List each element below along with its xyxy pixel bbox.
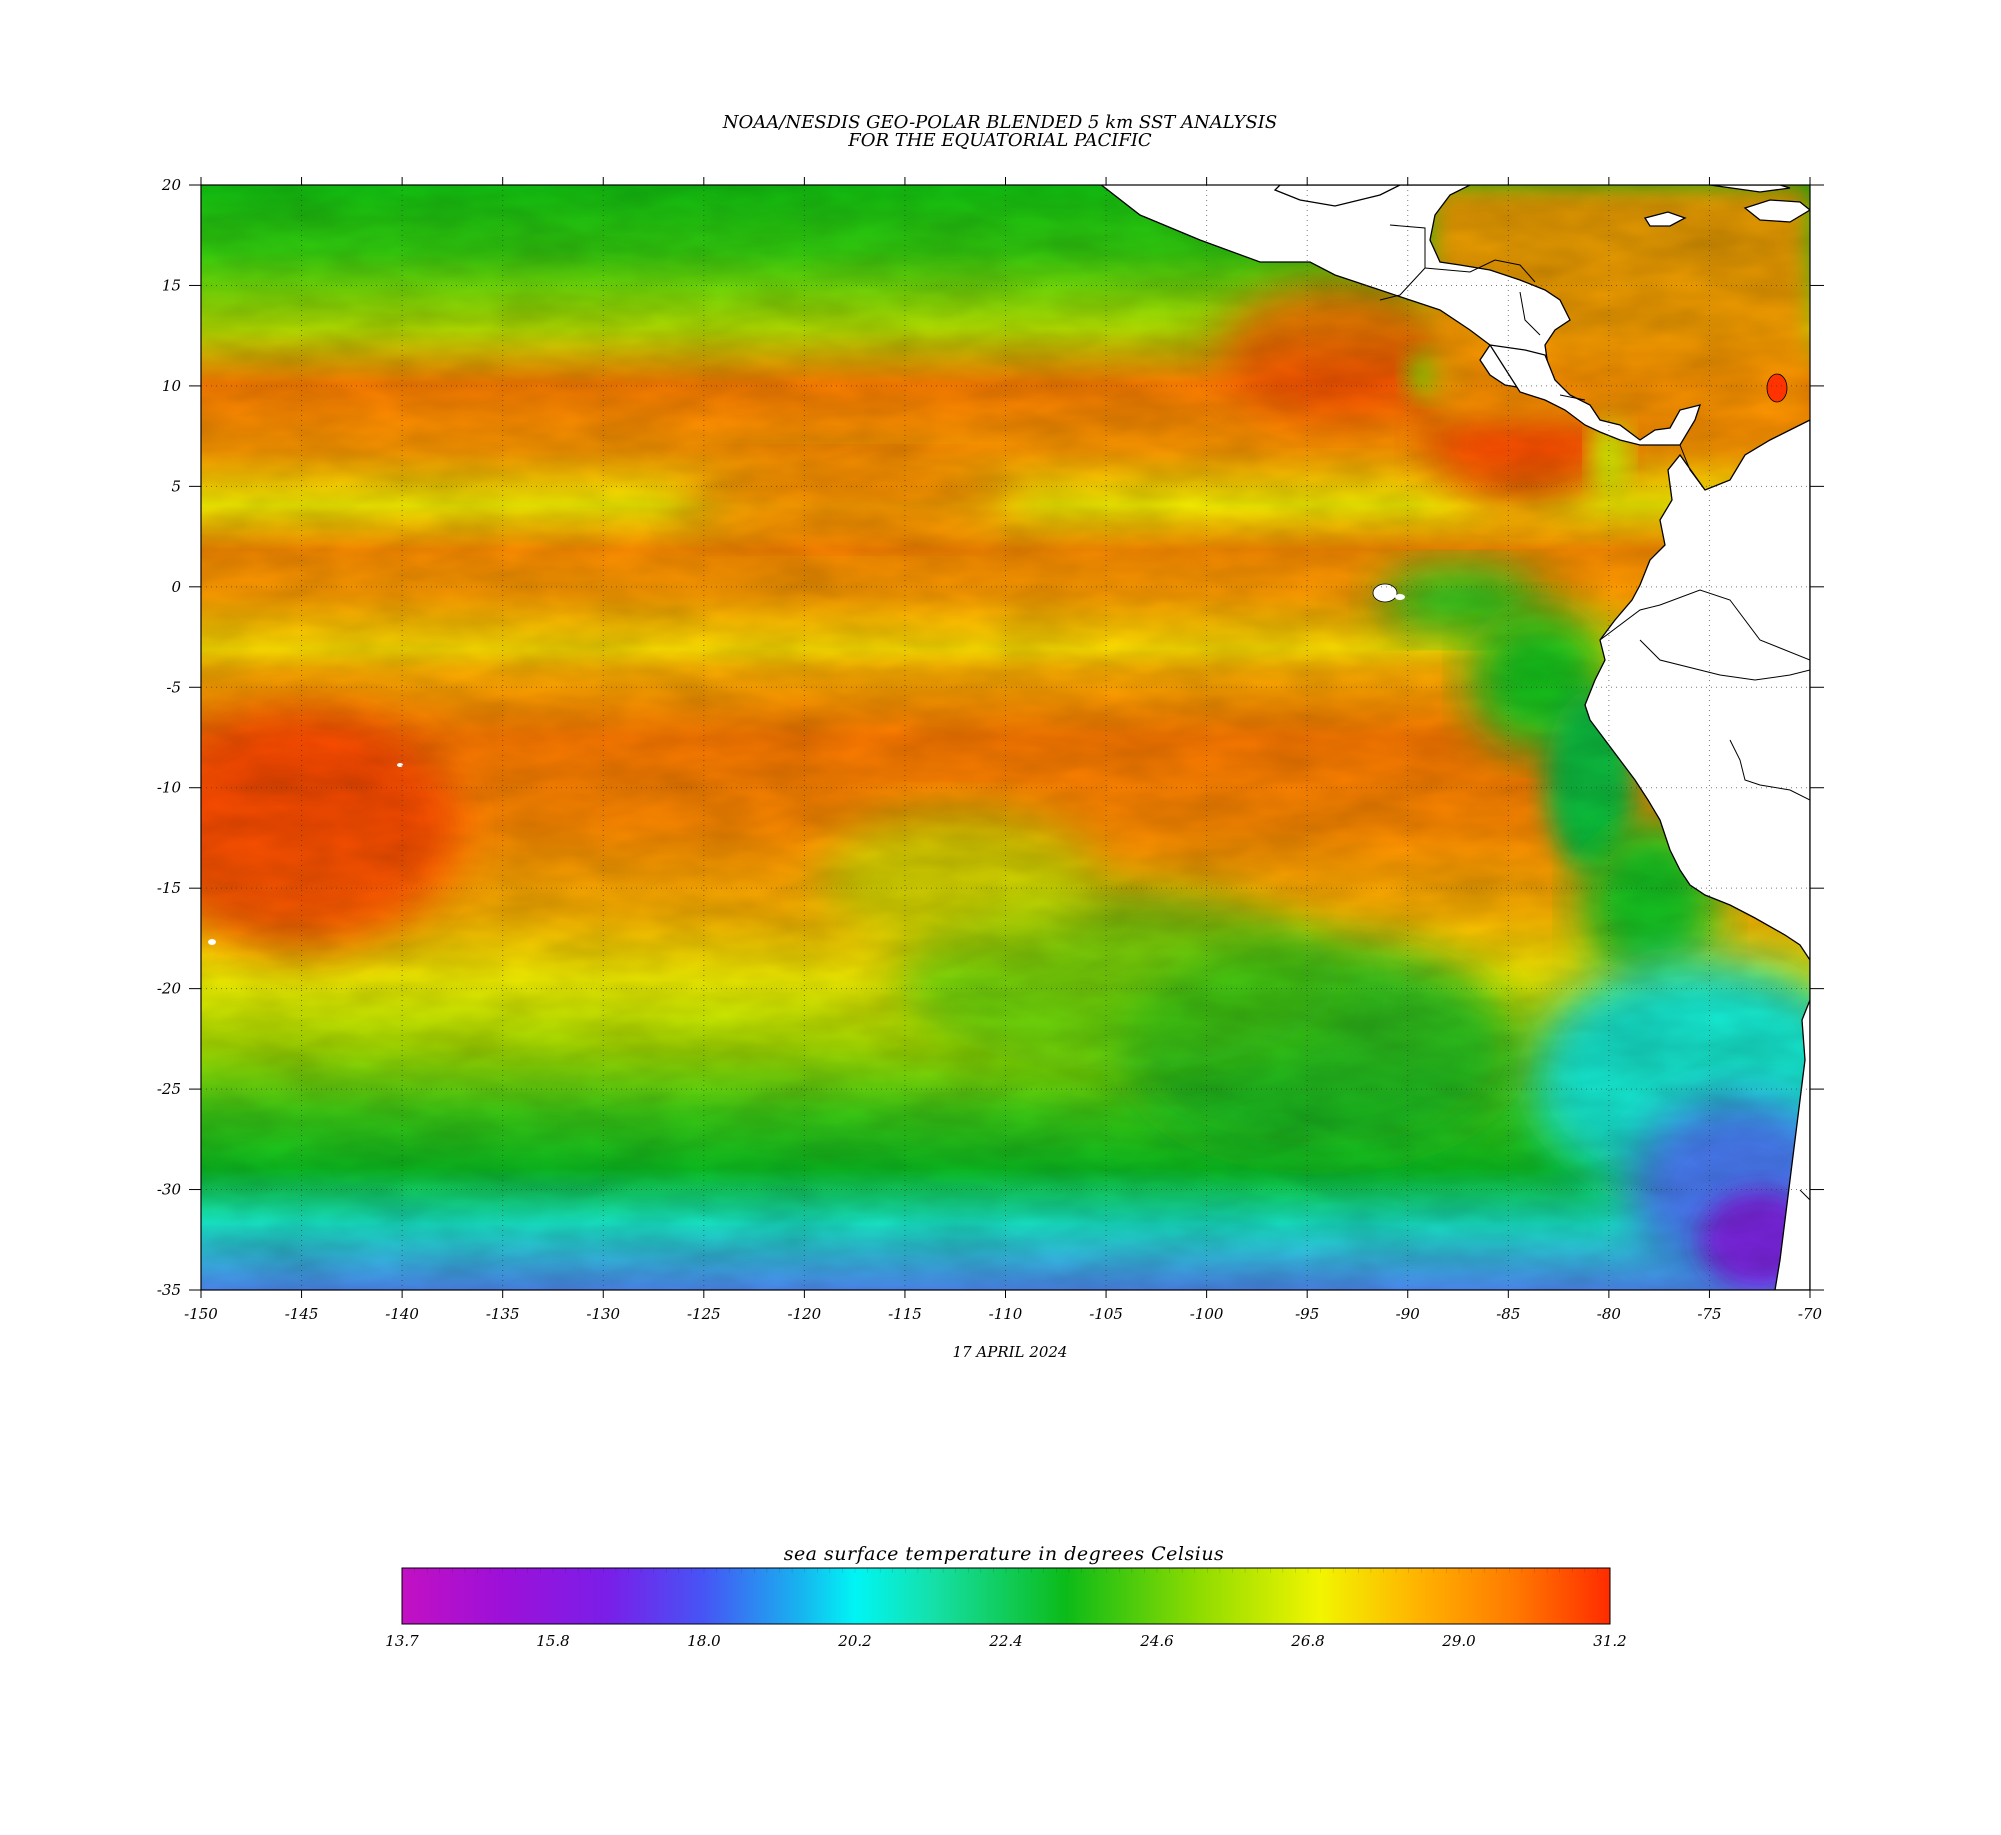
lon-tick-label: -75 bbox=[1697, 1305, 1721, 1323]
lat-tick-label: -10 bbox=[157, 779, 182, 797]
lat-tick-label: -30 bbox=[157, 1181, 182, 1199]
lat-tick-label: -15 bbox=[157, 879, 181, 897]
south-america-land bbox=[1584, 419, 1810, 1290]
map-title-line-2: FOR THE EQUATORIAL PACIFIC bbox=[847, 130, 1152, 151]
lon-tick-label: -150 bbox=[184, 1305, 218, 1323]
lat-tick-label: -20 bbox=[157, 980, 182, 998]
colorbar-tick-label: 31.2 bbox=[1593, 1632, 1626, 1650]
lon-tick-label: -85 bbox=[1496, 1305, 1520, 1323]
colorbar bbox=[401, 1567, 1611, 1625]
lon-tick-label: -70 bbox=[1798, 1305, 1823, 1323]
lon-tick-label: -130 bbox=[586, 1305, 620, 1323]
lat-tick-label: -5 bbox=[166, 678, 181, 696]
lon-tick-label: -135 bbox=[486, 1305, 520, 1323]
colorbar-label: sea surface temperature in degrees Celsi… bbox=[784, 1543, 1225, 1565]
lon-tick-label: -115 bbox=[888, 1305, 922, 1323]
lon-tick-label: -110 bbox=[989, 1305, 1023, 1323]
map-date: 17 APRIL 2024 bbox=[953, 1343, 1068, 1361]
jamaica-island bbox=[1643, 211, 1687, 227]
colorbar-tick-label: 15.8 bbox=[536, 1632, 569, 1650]
map-gridlines bbox=[201, 185, 1810, 1290]
lon-tick-label: -145 bbox=[285, 1305, 319, 1323]
lon-tick-label: -100 bbox=[1190, 1305, 1224, 1323]
lon-tick-label: -120 bbox=[788, 1305, 822, 1323]
lon-tick-label: -95 bbox=[1295, 1305, 1319, 1323]
colorbar-tick-label: 24.6 bbox=[1139, 1632, 1174, 1650]
colorbar-tick-label: 26.8 bbox=[1290, 1632, 1324, 1650]
land-masses bbox=[1100, 185, 1810, 1290]
colorbar-tick-label: 13.7 bbox=[385, 1632, 419, 1650]
lake-maracaibo bbox=[1766, 373, 1788, 403]
map-title-line-1: NOAA/NESDIS GEO-POLAR BLENDED 5 km SST A… bbox=[722, 112, 1277, 133]
lat-tick-label: 10 bbox=[162, 377, 182, 395]
lon-tick-label: -90 bbox=[1396, 1305, 1421, 1323]
galapagos-islands bbox=[1372, 583, 1398, 603]
lon-tick-label: -125 bbox=[687, 1305, 721, 1323]
colorbar-tick-label: 20.2 bbox=[837, 1632, 871, 1650]
cuba-island bbox=[1709, 185, 1791, 193]
country-borders bbox=[1379, 224, 1810, 1201]
lat-tick-label: -35 bbox=[157, 1281, 181, 1299]
colorbar-tick-label: 22.4 bbox=[988, 1632, 1022, 1650]
colorbar-tick-label: 18.0 bbox=[687, 1632, 721, 1650]
lat-tick-label: 5 bbox=[171, 477, 181, 495]
sst-field bbox=[201, 185, 1810, 1290]
islands bbox=[208, 185, 1810, 945]
colorbar-tick-label: 29.0 bbox=[1441, 1632, 1476, 1650]
lat-tick-label: 0 bbox=[171, 578, 181, 596]
colorbar-ticks: 13.7 15.8 18.0 20.2 22.4 24.6 26.8 29.0 31.2 bbox=[385, 1568, 1627, 1650]
map-axis-ticks: -150 -145 -140 -135 -130 -125 -120 -115 -110 -105… bbox=[157, 176, 1824, 1323]
lon-tick-label: -140 bbox=[385, 1305, 419, 1323]
lat-tick-label: 20 bbox=[161, 176, 182, 194]
lat-tick-label: 15 bbox=[162, 276, 181, 294]
lat-tick-label: -25 bbox=[157, 1080, 181, 1098]
hispaniola-island bbox=[1743, 199, 1810, 223]
mexico-land bbox=[1100, 185, 1571, 396]
lon-tick-label: -105 bbox=[1089, 1305, 1123, 1323]
lon-tick-label: -80 bbox=[1597, 1305, 1622, 1323]
central-america-land bbox=[1488, 344, 1701, 446]
